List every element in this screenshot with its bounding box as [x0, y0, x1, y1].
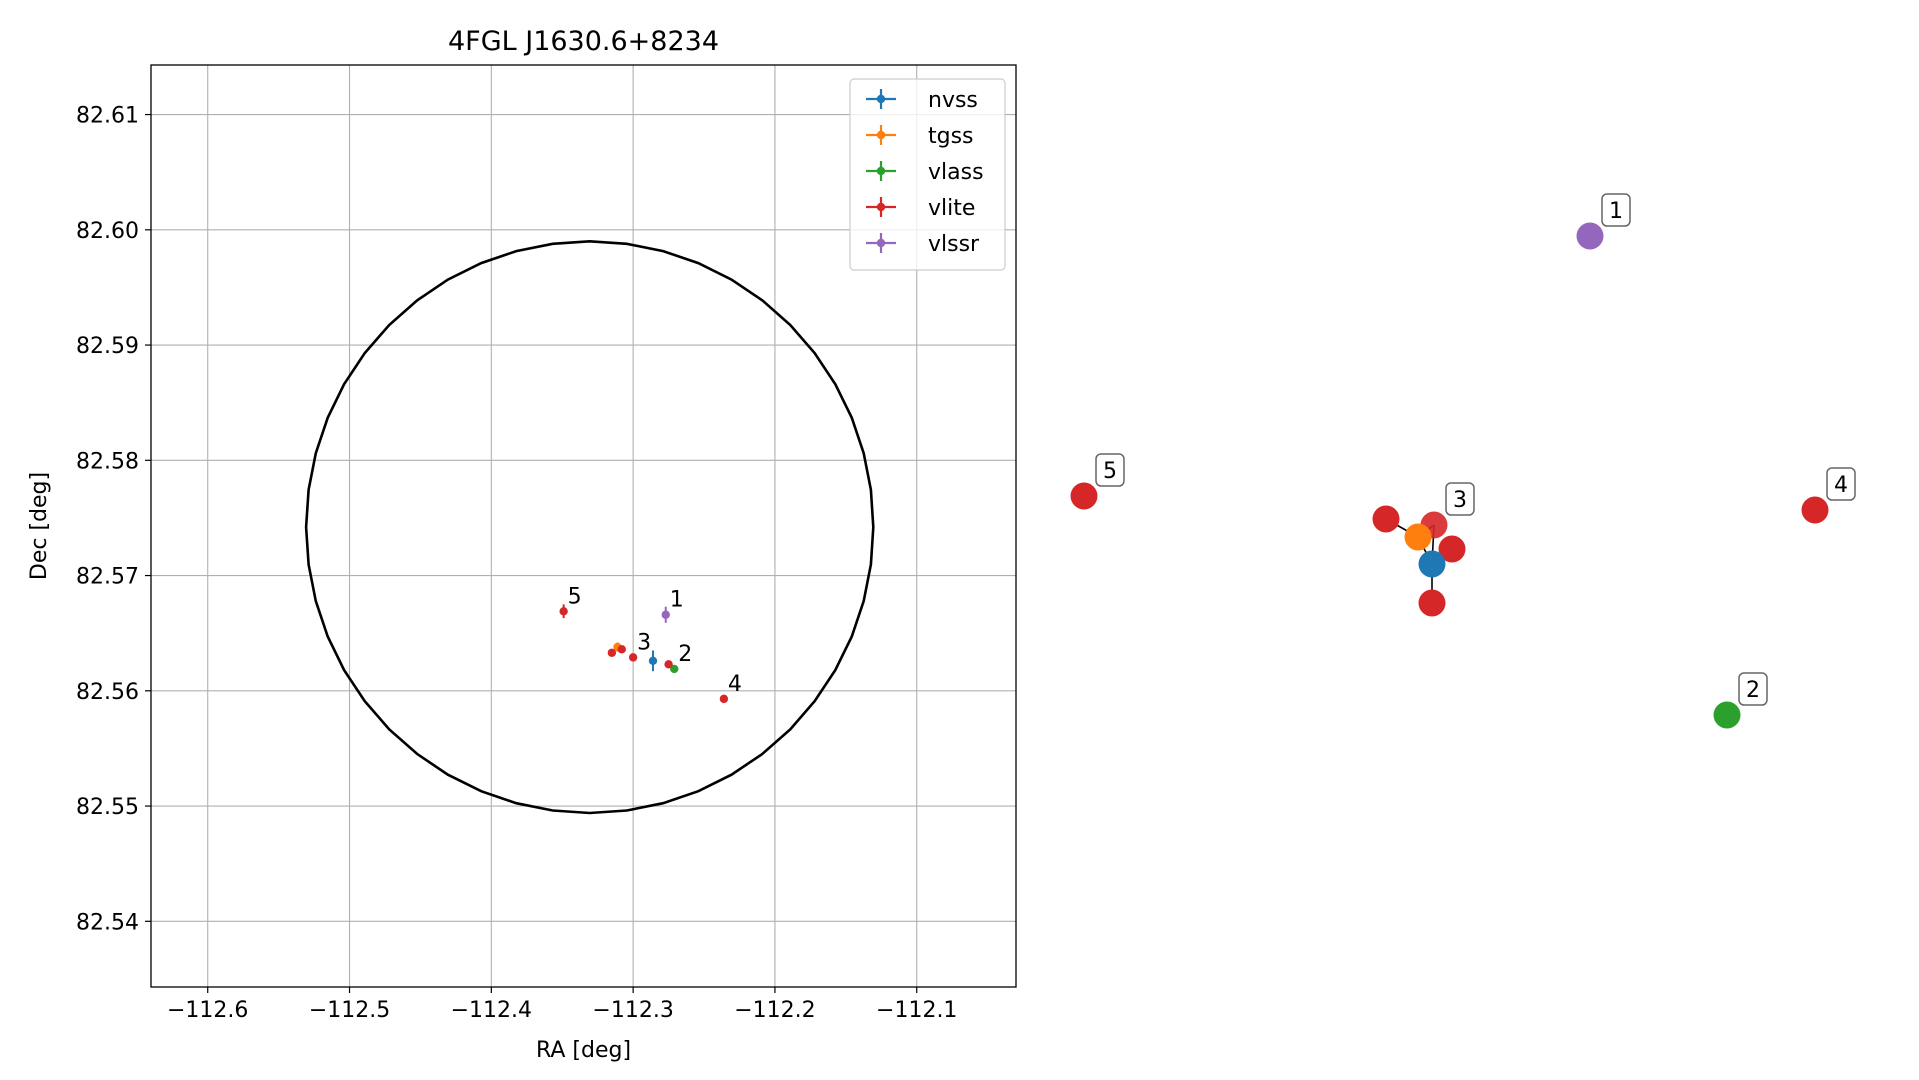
node-label-box [1826, 467, 1856, 501]
x-tick-label: −112.1 [876, 998, 957, 1023]
graph-node: 1 [1576, 193, 1631, 250]
graph-node [1404, 523, 1432, 551]
node-label: 3 [1453, 488, 1467, 513]
legend-entry-vlssr: vlssr [866, 232, 980, 257]
y-tick-label: 82.55 [76, 795, 139, 820]
point-annotation: 2 [678, 642, 692, 667]
legend-label: nvss [928, 88, 978, 113]
y-axis-label: Dec [deg] [27, 472, 52, 580]
graph-node: 2 [1713, 672, 1768, 729]
node-label-box [1445, 482, 1475, 516]
node-label-box [1738, 672, 1768, 706]
legend-label: vlssr [928, 232, 980, 257]
y-tick-label: 82.54 [76, 910, 139, 935]
legend-label: vlass [928, 160, 984, 185]
chart-title: 4FGL J1630.6+8234 [448, 26, 719, 57]
graph-node [1418, 550, 1446, 578]
x-tick-label: −112.6 [167, 998, 248, 1023]
legend-label: tgss [928, 124, 974, 149]
point-nvss [648, 650, 658, 672]
graph-nodes: 3 1 2 4 5 [1070, 193, 1856, 729]
plot-frame [150, 64, 1017, 988]
x-tick-label: −112.5 [309, 998, 390, 1023]
x-tick-label: −112.3 [592, 998, 673, 1023]
point-vlass [670, 664, 679, 674]
point-annotation: 4 [728, 672, 742, 697]
graph-node [1438, 535, 1466, 563]
point-vlite [617, 645, 626, 654]
point-vlite [607, 648, 617, 657]
localization-ellipse [304, 239, 875, 815]
point-vlite [664, 660, 673, 669]
node-label-box [1601, 193, 1631, 227]
point-annotation: 5 [568, 584, 582, 609]
y-tick-label: 82.56 [76, 680, 139, 705]
point-annotations: 1 2 3 4 5 [568, 584, 742, 697]
point-annotation: 3 [637, 630, 651, 655]
graph-node [1372, 505, 1400, 533]
node-label: 1 [1609, 199, 1623, 224]
y-tick-label: 82.60 [76, 219, 139, 244]
y-tick-label: 82.61 [76, 104, 139, 129]
data-points [559, 604, 729, 704]
node-label-box [1095, 453, 1125, 487]
graph-node: 4 [1801, 467, 1856, 524]
legend-entry-vlass: vlass [866, 160, 984, 185]
point-vlite [719, 694, 729, 704]
legend: nvss tgss vlass vlite vlssr [849, 78, 1006, 271]
point-vlite [559, 604, 568, 619]
y-tick-label: 82.58 [76, 449, 139, 474]
ellipse-outline [304, 239, 875, 815]
network-graph: 3 1 2 4 5 [1070, 193, 1856, 729]
point-annotation: 1 [670, 588, 684, 613]
axis-ticks: −112.6 −112.5 −112.4 −112.3 −112.2 −112.1 82.5… [76, 104, 957, 1023]
x-tick-label: −112.4 [451, 998, 532, 1023]
x-axis-label: RA [deg] [536, 1038, 631, 1063]
y-tick-label: 82.57 [76, 565, 139, 590]
graph-node [1418, 589, 1446, 617]
legend-entry-tgss: tgss [866, 124, 974, 149]
legend-label: vlite [928, 196, 975, 221]
legend-entry-vlite: vlite [866, 196, 975, 221]
x-tick-label: −112.2 [734, 998, 815, 1023]
legend-box [849, 78, 1006, 271]
point-vlite [628, 653, 638, 662]
point-vlssr [661, 606, 670, 623]
node-label: 5 [1103, 459, 1117, 484]
grid [151, 65, 1016, 987]
node-label: 2 [1746, 678, 1760, 703]
y-tick-label: 82.59 [76, 334, 139, 359]
node-label: 4 [1834, 473, 1848, 498]
graph-node: 5 [1070, 453, 1125, 510]
legend-entry-nvss: nvss [866, 88, 978, 113]
